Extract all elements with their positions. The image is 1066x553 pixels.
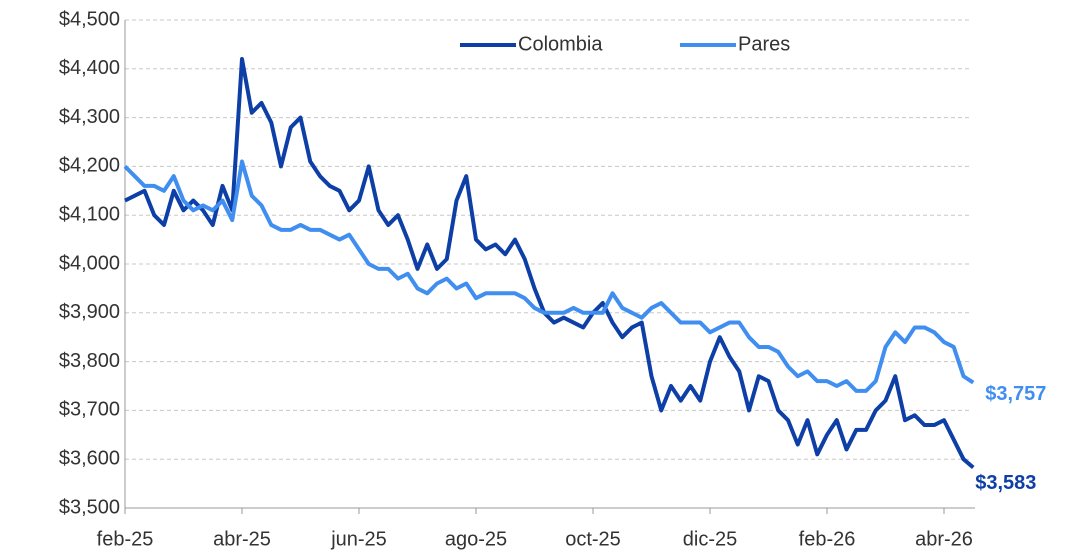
x-tick-label: oct-25 (565, 528, 621, 550)
x-tick-label: feb-25 (97, 528, 154, 550)
y-tick-label: $4,100 (59, 203, 120, 225)
x-tick-label: ago-25 (445, 528, 507, 550)
data-label: $3,583 (975, 472, 1036, 494)
data-label: $3,757 (985, 383, 1046, 405)
y-tick-label: $3,900 (59, 301, 120, 323)
y-tick-label: $3,500 (59, 496, 120, 518)
legend-label: Pares (738, 33, 790, 55)
y-tick-label: $4,300 (59, 106, 120, 128)
series-line (124, 57, 975, 470)
x-tick-label: dic-25 (683, 528, 737, 550)
y-tick-label: $4,000 (59, 252, 120, 274)
x-tick-label: abr-25 (213, 528, 271, 550)
y-tick-label: $4,500 (59, 8, 120, 30)
y-tick-label: $3,600 (59, 447, 120, 469)
x-tick-label: abr-26 (915, 528, 973, 550)
y-tick-label: $4,200 (59, 155, 120, 177)
y-tick-label: $3,700 (59, 399, 120, 421)
x-tick-label: jun-25 (330, 528, 387, 550)
y-tick-label: $4,400 (59, 57, 120, 79)
y-tick-label: $3,800 (59, 350, 120, 372)
series-line (123, 159, 975, 393)
legend-label: Colombia (518, 33, 603, 55)
x-tick-label: feb-26 (799, 528, 856, 550)
